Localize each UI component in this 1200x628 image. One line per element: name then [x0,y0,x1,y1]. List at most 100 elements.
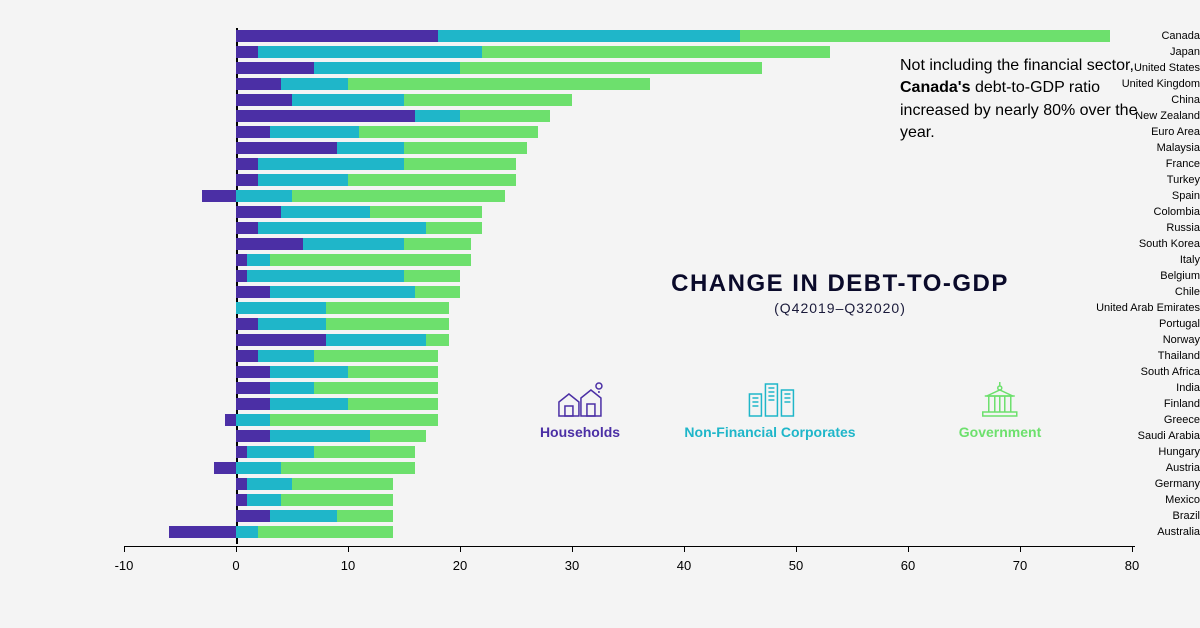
x-axis-line [124,546,1135,547]
bar-segment-government [404,94,572,106]
legend-item-households: Households [540,380,620,440]
country-label: Norway [970,335,1200,346]
bar-segment-households [236,382,270,394]
bar-segment-households [236,398,270,410]
legend-label: Government [959,424,1041,440]
country-label: Brazil [970,511,1200,522]
x-tick-mark [796,546,797,552]
bar-segment-corporates [258,174,348,186]
x-tick-mark [124,546,125,552]
bar-segment-corporates [247,478,292,490]
bar-segment-government [348,398,438,410]
country-label: Hungary [970,447,1200,458]
country-label: Portugal [970,319,1200,330]
x-tick-label: 20 [453,558,467,573]
bar-segment-corporates [281,206,371,218]
bar-segment-government [426,222,482,234]
bar-segment-corporates [247,254,269,266]
bar-segment-government [348,174,516,186]
bar-segment-corporates [292,94,404,106]
bar-segment-households [236,350,258,362]
legend-item-corporates: Non-Financial Corporates [684,380,855,440]
x-tick-mark [348,546,349,552]
bar-segment-households-negative [202,190,236,202]
legend-label: Households [540,424,620,440]
bar-segment-households [236,206,281,218]
bar-segment-households [236,478,247,490]
bar-segment-government [415,286,460,298]
bar-segment-government [314,350,437,362]
bar-segment-government [348,366,438,378]
bar-segment-households [236,158,258,170]
legend-label: Non-Financial Corporates [684,424,855,440]
bar-segment-households [236,238,303,250]
country-label: Thailand [970,351,1200,362]
bar-segment-government [281,462,415,474]
bar-segment-households [236,126,270,138]
x-tick-label: 60 [901,558,915,573]
bar-segment-households [236,30,438,42]
country-label: France [970,159,1200,170]
bar-segment-households [236,46,258,58]
bar-segment-government [281,494,393,506]
chart-subtitle: (Q42019–Q32020) [600,300,1080,316]
bar-segment-corporates [236,302,326,314]
bar-segment-government [314,382,437,394]
bar-segment-government [426,334,448,346]
bar-segment-government [314,446,415,458]
bar-segment-households [236,510,270,522]
country-label: Colombia [970,207,1200,218]
bar-segment-corporates [258,350,314,362]
bar-segment-government [326,318,449,330]
bar-segment-households-negative [214,462,236,474]
bar-segment-corporates [337,142,404,154]
chart-title: CHANGE IN DEBT-TO-GDP [600,270,1080,298]
x-tick-mark [908,546,909,552]
bar-segment-households [236,430,270,442]
bar-segment-corporates [270,126,360,138]
bar-segment-government [740,30,1110,42]
bar-segment-government [258,526,392,538]
bar-segment-government [482,46,829,58]
bar-segment-corporates [258,222,426,234]
x-tick-label: 40 [677,558,691,573]
legend-item-government: Government [959,380,1041,440]
bar-segment-households [236,142,337,154]
bar-segment-corporates [258,318,325,330]
x-tick-label: 0 [232,558,239,573]
bar-segment-corporates [270,366,348,378]
country-label: Austria [970,463,1200,474]
bar-segment-government [460,62,762,74]
country-label: South Africa [970,367,1200,378]
bar-segment-corporates [270,382,315,394]
bar-segment-government [270,254,472,266]
country-label: Spain [970,191,1200,202]
bar-segment-corporates [236,462,281,474]
country-label: South Korea [970,239,1200,250]
bar-segment-corporates [236,414,270,426]
bar-segment-government [404,142,527,154]
bar-segment-households-negative [225,414,236,426]
country-label: Italy [970,255,1200,266]
bar-segment-corporates [415,110,460,122]
bar-segment-households [236,286,270,298]
x-tick-mark [236,546,237,552]
bar-segment-government [460,110,550,122]
bar-segment-households [236,366,270,378]
bar-segment-households [236,94,292,106]
callout-text: Not including the financial sector, Cana… [900,55,1160,145]
x-tick-mark [1132,546,1133,552]
bar-segment-corporates [438,30,740,42]
bar-segment-government [348,78,650,90]
bar-segment-government [326,302,449,314]
x-tick-label: 80 [1125,558,1139,573]
bar-segment-government [370,430,426,442]
bar-segment-corporates [303,238,404,250]
x-tick-mark [460,546,461,552]
bar-segment-government [404,158,516,170]
bar-segment-corporates [247,446,314,458]
bar-segment-households [236,174,258,186]
bar-segment-government [337,510,393,522]
bar-segment-corporates [258,158,404,170]
bar-segment-government [359,126,538,138]
